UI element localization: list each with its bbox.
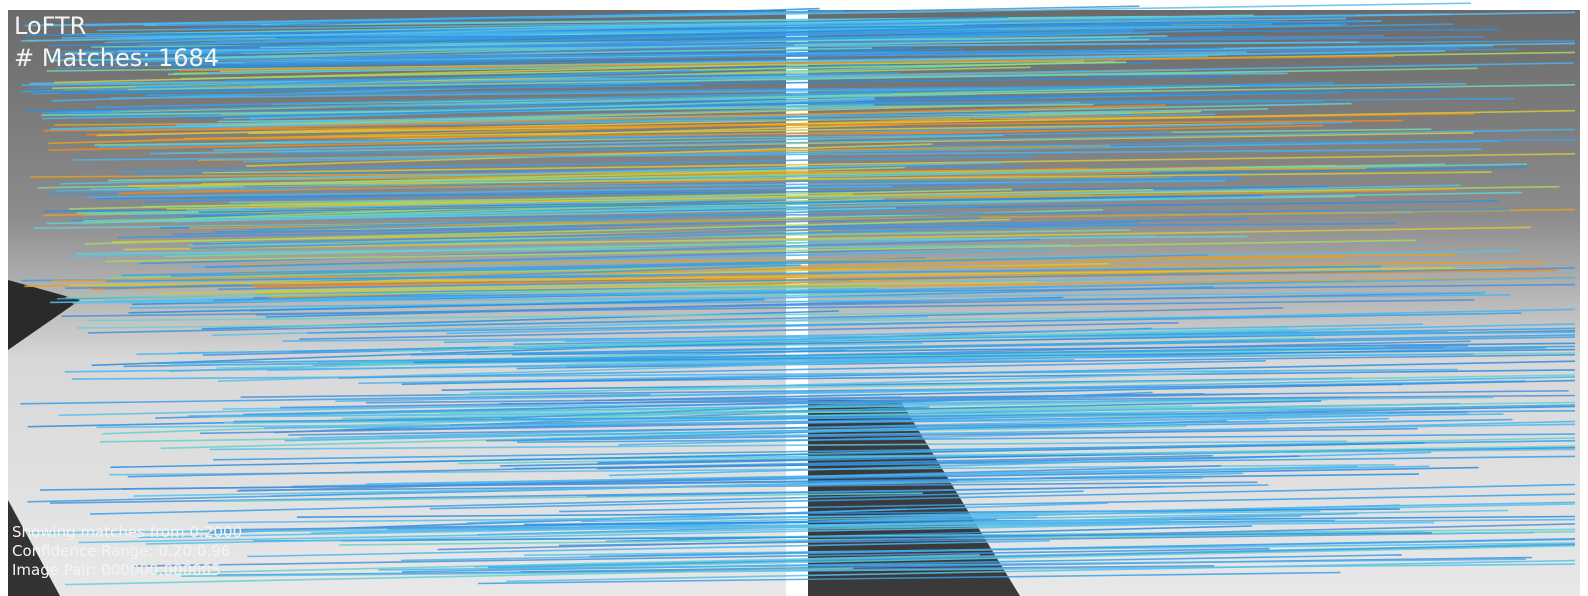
range-label: Showing matches from 0:2000	[12, 523, 242, 541]
match-visualization: LoFTR # Matches: 1684 Showing matches fr…	[0, 0, 1588, 596]
confidence-label: Confidence Range: 0.20:0.96	[12, 542, 230, 560]
match-count: # Matches: 1684	[14, 44, 219, 72]
method-label: LoFTR	[14, 12, 86, 40]
pair-label: Image Pair: 000000:000005	[12, 561, 221, 579]
